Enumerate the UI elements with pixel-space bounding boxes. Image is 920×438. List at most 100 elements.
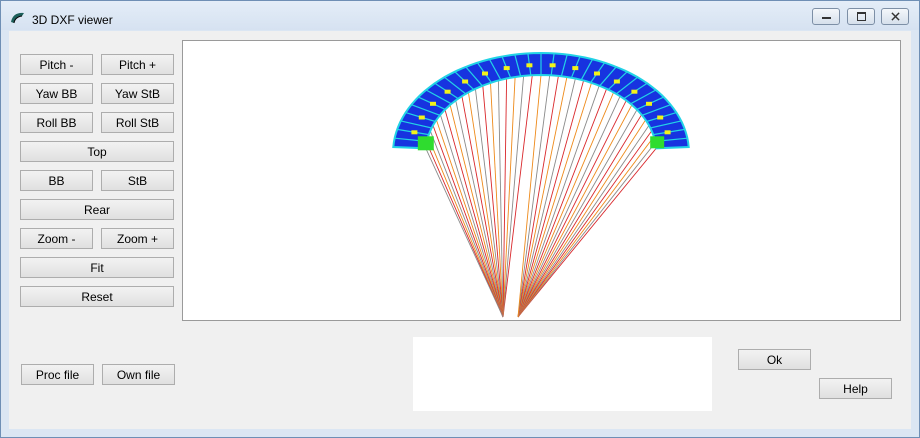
- canopy-highlight: [503, 66, 510, 71]
- left-wingtip: [417, 136, 434, 151]
- suspension-line: [490, 82, 504, 318]
- canopy-rib: [560, 54, 568, 77]
- canopy-highlight: [613, 79, 620, 84]
- 3d-viewport[interactable]: [182, 40, 901, 321]
- maximize-button[interactable]: [847, 8, 875, 25]
- canopy-rib: [641, 104, 671, 116]
- suspension-line: [502, 78, 508, 318]
- suspension-line: [517, 75, 559, 318]
- zoom-out-button[interactable]: Zoom -: [20, 228, 93, 249]
- canopy-highlight: [572, 66, 579, 71]
- suspension-line: [517, 80, 585, 318]
- canopy-highlight: [664, 130, 671, 135]
- zoom-in-button[interactable]: Zoom +: [101, 228, 174, 249]
- canopy-highlight: [657, 115, 664, 120]
- suspension-line: [517, 114, 642, 318]
- suspension-line: [517, 76, 568, 318]
- suspension-line: [517, 142, 656, 318]
- canopy-rib: [465, 66, 483, 87]
- suspension-line: [517, 148, 657, 318]
- window-title: 3D DXF viewer: [32, 13, 113, 27]
- suspension-line: [429, 130, 504, 318]
- suspension-line: [517, 119, 646, 318]
- suspension-line: [502, 75, 525, 318]
- suspension-line: [517, 100, 627, 318]
- suspension-line: [449, 104, 504, 318]
- pitch-plus-button[interactable]: Pitch +: [101, 54, 174, 75]
- canopy-highlight: [526, 63, 533, 68]
- canopy-rib: [411, 104, 441, 116]
- roll-bb-button[interactable]: Roll BB: [20, 112, 93, 133]
- canopy-highlight: [411, 130, 418, 135]
- suspension-line: [517, 74, 542, 318]
- canopy-rib: [425, 89, 452, 105]
- close-icon: [891, 12, 900, 21]
- canopy-rib: [630, 89, 657, 105]
- canopy-highlight: [482, 71, 488, 76]
- suspension-line: [502, 76, 516, 318]
- yaw-bb-button[interactable]: Yaw BB: [20, 83, 93, 104]
- suspension-line: [435, 119, 504, 318]
- reset-button[interactable]: Reset: [20, 286, 174, 307]
- canopy-rib: [599, 66, 617, 87]
- suspension-line: [444, 109, 504, 318]
- yaw-stb-button[interactable]: Yaw StB: [101, 83, 174, 104]
- own-file-button[interactable]: Own file: [102, 364, 175, 385]
- right-wingtip: [650, 136, 665, 149]
- pitch-minus-button[interactable]: Pitch -: [20, 54, 93, 75]
- top-view-button[interactable]: Top: [20, 141, 174, 162]
- canopy-highlight: [462, 79, 469, 84]
- canopy-highlight: [631, 89, 638, 94]
- suspension-line: [497, 80, 504, 318]
- dialog-client-area: Pitch - Pitch + Yaw BB Yaw StB Roll BB R…: [9, 31, 911, 429]
- suspension-line: [517, 125, 650, 318]
- suspension-line: [425, 148, 504, 318]
- suspension-line: [517, 92, 615, 318]
- fit-button[interactable]: Fit: [20, 257, 174, 278]
- close-button[interactable]: [881, 8, 909, 25]
- canopy-rib: [444, 76, 467, 95]
- suspension-line: [502, 75, 533, 318]
- minimize-button[interactable]: [812, 8, 840, 25]
- maximize-icon: [857, 12, 866, 21]
- help-button[interactable]: Help: [819, 378, 892, 399]
- proc-file-button[interactable]: Proc file: [21, 364, 94, 385]
- canopy-highlight: [430, 101, 436, 106]
- canopy-highlight: [646, 101, 652, 106]
- canopy-highlight: [444, 89, 451, 94]
- suspension-line: [455, 100, 504, 318]
- suspension-line: [474, 88, 504, 318]
- canopy-rib: [400, 120, 432, 129]
- canopy-rib: [650, 120, 682, 129]
- suspension-line: [467, 92, 504, 318]
- minimize-icon: [822, 17, 831, 19]
- suspension-line: [482, 85, 504, 318]
- canopy-rib: [580, 59, 594, 81]
- suspension-line: [517, 75, 551, 318]
- stb-view-button[interactable]: StB: [101, 170, 174, 191]
- suspension-line: [517, 109, 638, 318]
- roll-stb-button[interactable]: Roll StB: [101, 112, 174, 133]
- suspension-line: [517, 78, 576, 318]
- suspension-line: [426, 142, 504, 318]
- canopy-highlight: [549, 63, 556, 68]
- ok-button[interactable]: Ok: [738, 349, 811, 370]
- paraglider-model: [392, 51, 690, 318]
- canopy-rib: [514, 54, 522, 77]
- canopy-rib: [488, 59, 502, 81]
- suspension-line: [517, 88, 608, 318]
- bb-view-button[interactable]: BB: [20, 170, 93, 191]
- rear-view-button[interactable]: Rear: [20, 199, 174, 220]
- suspension-line: [439, 114, 504, 318]
- info-panel: [413, 337, 712, 411]
- suspension-line: [461, 96, 504, 318]
- suspension-line: [517, 104, 633, 318]
- suspension-line: [517, 130, 653, 318]
- suspension-line: [427, 136, 504, 318]
- suspension-line: [517, 85, 600, 318]
- title-bar[interactable]: 3D DXF viewer: [1, 1, 919, 30]
- canopy-rib: [615, 76, 638, 95]
- suspension-line: [517, 96, 621, 318]
- suspension-line: [432, 125, 504, 318]
